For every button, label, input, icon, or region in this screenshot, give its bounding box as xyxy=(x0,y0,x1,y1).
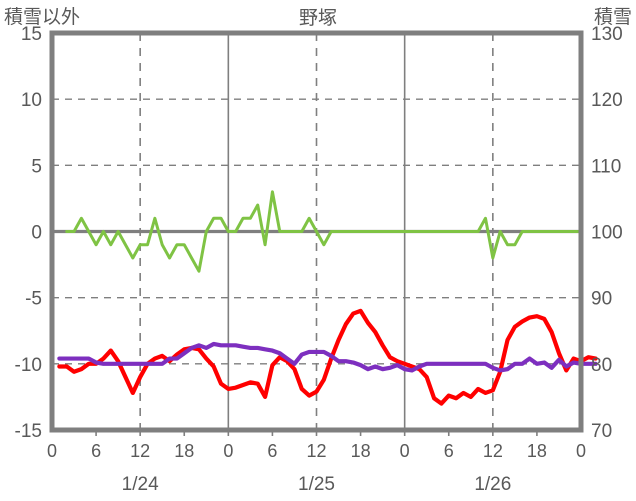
y-axis-tick-label: 10 xyxy=(21,90,42,111)
series-line-1 xyxy=(57,341,598,373)
x-axis-tick-label: 12 xyxy=(130,441,150,461)
series-line-2 xyxy=(65,190,583,273)
x-axis-date-label: 1/25 xyxy=(298,474,335,495)
page-title: 野塚 xyxy=(298,8,337,29)
x-axis-tick-label: 0 xyxy=(576,441,586,461)
y-axis-tick-label: 5 xyxy=(31,156,42,177)
x-axis-tick-label: 6 xyxy=(267,441,277,461)
x-axis-tick-label: 0 xyxy=(223,441,233,461)
right-axis-unit-label: 積雪 xyxy=(593,7,632,28)
x-axis-tick-label: 18 xyxy=(174,441,194,461)
y-axis-tick-label: -5 xyxy=(25,289,42,310)
y2-axis-tick-label: 120 xyxy=(591,90,623,111)
x-axis-tick-label: 6 xyxy=(91,441,101,461)
y2-axis-tick-label: 100 xyxy=(591,223,623,244)
x-axis-date-label: 1/24 xyxy=(122,474,159,495)
y-axis-tick-label: 15 xyxy=(21,24,42,45)
x-axis-date-label: 1/26 xyxy=(474,474,511,495)
x-axis-tick-label: 6 xyxy=(444,441,454,461)
left-axis-unit-label: 積雪以外 xyxy=(4,7,81,28)
x-axis-tick-label: 0 xyxy=(47,441,57,461)
y2-axis-tick-label: 130 xyxy=(591,24,623,45)
y2-axis-tick-label: 70 xyxy=(591,421,612,442)
x-axis-tick-label: 12 xyxy=(306,441,326,461)
x-axis-tick-label: 12 xyxy=(483,441,503,461)
y-axis-tick-label: -10 xyxy=(15,355,42,376)
y-axis-tick-label: -15 xyxy=(15,421,42,442)
x-axis-tick-label: 0 xyxy=(400,441,410,461)
x-axis-tick-label: 18 xyxy=(351,441,371,461)
y-axis-tick-label: 0 xyxy=(31,223,42,244)
y2-axis-tick-label: 110 xyxy=(591,156,621,177)
y2-axis-tick-label: 80 xyxy=(591,355,612,376)
x-axis-tick-label: 18 xyxy=(527,441,547,461)
y2-axis-tick-label: 90 xyxy=(591,289,612,310)
